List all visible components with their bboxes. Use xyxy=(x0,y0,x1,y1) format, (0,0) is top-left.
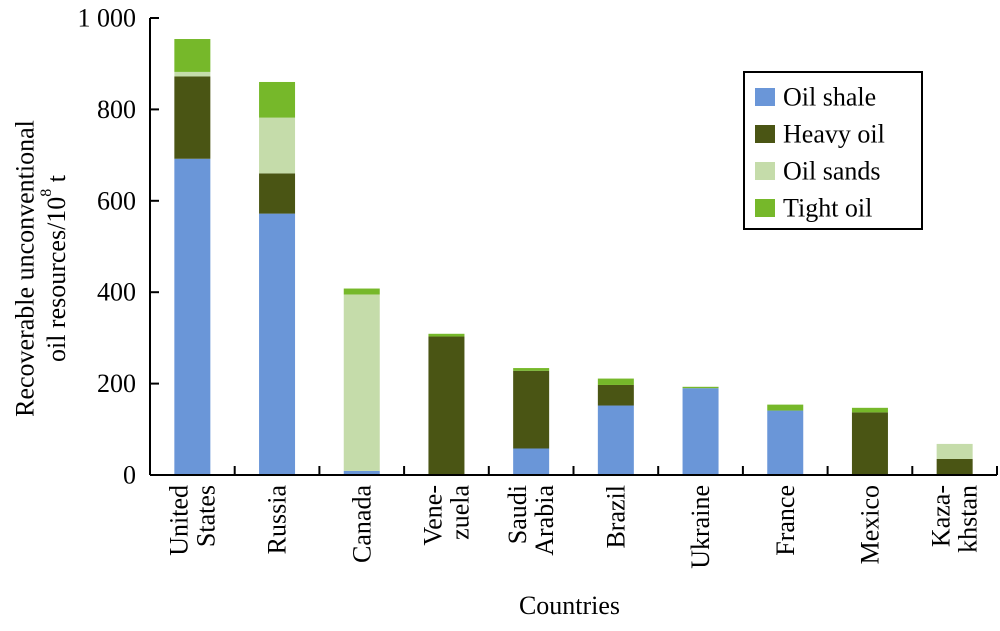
y-tick-label: 600 xyxy=(97,186,136,215)
bars-layer xyxy=(174,39,973,475)
x-axis-title: Countries xyxy=(519,591,620,620)
bar-canada-oil-shale xyxy=(343,470,380,475)
bar-canada-tight-oil xyxy=(343,288,380,295)
bar-kazakhstan-oil-sands xyxy=(936,443,973,459)
bar-saudiarabia-heavy-oil xyxy=(513,370,550,449)
x-category-label: Ukraine xyxy=(686,485,715,569)
bar-brazil-oil-shale xyxy=(597,405,634,475)
legend-label-tight-oil: Tight oil xyxy=(783,194,872,223)
axes-layer xyxy=(149,17,998,476)
bar-ukraine-tight-oil xyxy=(682,386,719,389)
bar-saudiarabia-oil-shale xyxy=(513,448,550,475)
y-tick-label: 1 000 xyxy=(78,4,137,33)
bar-france-tight-oil xyxy=(767,404,804,411)
y-tick-label: 0 xyxy=(123,461,136,490)
bar-canada-oil-sands xyxy=(343,294,380,471)
x-category-label: khstan xyxy=(954,485,983,553)
legend-label-oil-shale: Oil shale xyxy=(783,83,876,112)
legend-swatch-oil-shale xyxy=(755,88,775,106)
bar-france-oil-shale xyxy=(767,410,804,475)
y-axis-title-superscript: 8 xyxy=(38,189,55,197)
x-category-label: Brazil xyxy=(601,485,630,549)
bar-brazil-heavy-oil xyxy=(597,384,634,406)
legend-label-oil-sands: Oil sands xyxy=(783,157,881,186)
x-category-label: States xyxy=(191,485,220,547)
bar-kazakhstan-heavy-oil xyxy=(936,459,973,475)
bar-unitedstates-heavy-oil xyxy=(174,76,211,159)
x-category-label: Saudi xyxy=(503,485,532,544)
legend-swatch-oil-sands xyxy=(755,162,775,180)
bar-russia-heavy-oil xyxy=(259,173,296,214)
y-axis-title-unit: t xyxy=(42,174,71,189)
legend-label-heavy-oil: Heavy oil xyxy=(783,120,885,149)
x-category-label: Mexico xyxy=(856,485,885,564)
x-category-label: Arabia xyxy=(530,485,559,556)
x-category-label: Vene- xyxy=(418,485,447,546)
x-category-label: United xyxy=(164,485,193,556)
bar-saudiarabia-tight-oil xyxy=(513,368,550,371)
bar-ukraine-oil-shale xyxy=(682,388,719,475)
legend: Oil shale Heavy oil Oil sands Tight oil xyxy=(743,71,923,230)
bar-mexico-tight-oil xyxy=(851,407,888,413)
legend-swatch-tight-oil xyxy=(755,199,775,217)
bar-unitedstates-oil-shale xyxy=(174,158,211,475)
x-category-label: Kaza- xyxy=(927,485,956,547)
x-category-label: zuela xyxy=(445,485,474,540)
x-category-label: France xyxy=(771,485,800,556)
y-axis-title-text: oil resources/10 xyxy=(42,197,71,362)
y-tick-label: 200 xyxy=(97,369,136,398)
bar-mexico-heavy-oil xyxy=(851,412,888,475)
y-axis-title-line1: Recoverable unconventional xyxy=(11,120,40,417)
y-axis-title-line2: oil resources/108 t xyxy=(38,174,71,362)
bar-brazil-tight-oil xyxy=(597,378,634,385)
bar-venezuela-tight-oil xyxy=(428,333,465,337)
bar-venezuela-heavy-oil xyxy=(428,336,465,475)
bar-russia-tight-oil xyxy=(259,81,296,118)
x-category-label: Russia xyxy=(263,485,292,555)
y-tick-label: 400 xyxy=(97,278,136,307)
x-category-label: Canada xyxy=(347,485,376,563)
y-tick-label: 800 xyxy=(97,95,136,124)
bar-russia-oil-sands xyxy=(259,117,296,174)
bar-unitedstates-tight-oil xyxy=(174,39,211,72)
legend-swatch-heavy-oil xyxy=(755,125,775,143)
bar-russia-oil-shale xyxy=(259,213,296,475)
bar-unitedstates-oil-sands xyxy=(174,71,211,77)
